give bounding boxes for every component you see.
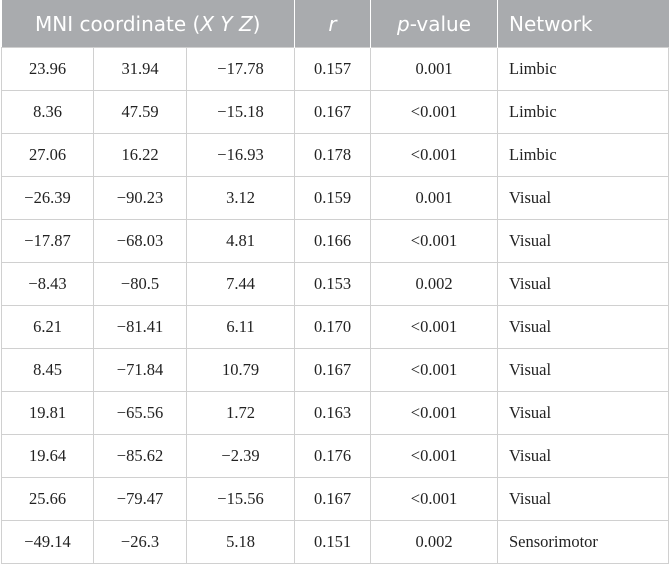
table-cell: −49.14 (1, 520, 94, 564)
header-text: r (328, 11, 337, 36)
table-cell: −81.41 (93, 305, 187, 349)
table-cell: 0.167 (294, 90, 371, 134)
table-cell: 5.18 (186, 520, 295, 564)
table-row: 25.66 −79.47 −15.56 0.167 <0.001 Visual (1, 477, 669, 521)
table-cell: 8.45 (1, 348, 94, 392)
table-cell: Visual (497, 391, 669, 435)
table-row: 27.06 16.22 −16.93 0.178 <0.001 Limbic (1, 133, 669, 177)
header-cell: p-value (370, 0, 498, 48)
table-cell: Visual (497, 434, 669, 478)
table-cell: −65.56 (93, 391, 187, 435)
table-cell: 0.002 (370, 520, 498, 564)
table-cell: 0.178 (294, 133, 371, 177)
table-cell: <0.001 (370, 90, 498, 134)
header-text: X Y Z (200, 11, 253, 36)
header-text: p (396, 11, 410, 36)
table-cell: −15.56 (186, 477, 295, 521)
table-cell: 0.176 (294, 434, 371, 478)
header-row: MNI coordinate (X Y Z) r p-value Network (1, 0, 669, 48)
table-cell: 0.157 (294, 47, 371, 91)
table-cell: −2.39 (186, 434, 295, 478)
table-cell: 0.002 (370, 262, 498, 306)
table-row: 6.21 −81.41 6.11 0.170 <0.001 Visual (1, 305, 669, 349)
table-cell: 8.36 (1, 90, 94, 134)
table-cell: 0.170 (294, 305, 371, 349)
table-cell: 0.159 (294, 176, 371, 220)
table-cell: −90.23 (93, 176, 187, 220)
table-cell: <0.001 (370, 133, 498, 177)
table-row: −26.39 −90.23 3.12 0.159 0.001 Visual (1, 176, 669, 220)
table-cell: −68.03 (93, 219, 187, 263)
header-text: MNI coordinate ( (35, 11, 201, 36)
header-cell: r (294, 0, 371, 48)
table-cell: 6.21 (1, 305, 94, 349)
table-cell: 0.001 (370, 47, 498, 91)
table-cell: 23.96 (1, 47, 94, 91)
table-cell: 7.44 (186, 262, 295, 306)
table-cell: Limbic (497, 90, 669, 134)
table-cell: <0.001 (370, 219, 498, 263)
table-cell: Sensorimotor (497, 520, 669, 564)
header-cell: Network (497, 0, 669, 48)
table-cell: −79.47 (93, 477, 187, 521)
table-row: 8.36 47.59 −15.18 0.167 <0.001 Limbic (1, 90, 669, 134)
table-row: 8.45 −71.84 10.79 0.167 <0.001 Visual (1, 348, 669, 392)
table-row: −49.14 −26.3 5.18 0.151 0.002 Sensorimotor (1, 520, 669, 564)
table-row: −17.87 −68.03 4.81 0.166 <0.001 Visual (1, 219, 669, 263)
table-cell: −17.87 (1, 219, 94, 263)
table-cell: −26.39 (1, 176, 94, 220)
table-cell: 27.06 (1, 133, 94, 177)
table-cell: Limbic (497, 133, 669, 177)
table-cell: Visual (497, 262, 669, 306)
table-cell: 25.66 (1, 477, 94, 521)
table-cell: Limbic (497, 47, 669, 91)
table-cell: −26.3 (93, 520, 187, 564)
table-cell: Visual (497, 176, 669, 220)
header-text: Network (509, 11, 593, 36)
table-cell: Visual (497, 477, 669, 521)
table-cell: 0.001 (370, 176, 498, 220)
table-cell: Visual (497, 348, 669, 392)
table-cell: 47.59 (93, 90, 187, 134)
table-cell: <0.001 (370, 477, 498, 521)
header-text: -value (409, 11, 471, 36)
table-cell: −8.43 (1, 262, 94, 306)
table-body: 23.96 31.94 −17.78 0.157 0.001 Limbic 8.36 47.5… (1, 47, 669, 564)
table-cell: 0.163 (294, 391, 371, 435)
table-cell: 3.12 (186, 176, 295, 220)
table-cell: 4.81 (186, 219, 295, 263)
table-cell: 0.167 (294, 477, 371, 521)
table-row: −8.43 −80.5 7.44 0.153 0.002 Visual (1, 262, 669, 306)
table-cell: −17.78 (186, 47, 295, 91)
table-cell: 19.64 (1, 434, 94, 478)
table-cell: 0.153 (294, 262, 371, 306)
table-cell: −85.62 (93, 434, 187, 478)
table-cell: 0.166 (294, 219, 371, 263)
table-cell: −80.5 (93, 262, 187, 306)
table-cell: −15.18 (186, 90, 295, 134)
table-cell: 31.94 (93, 47, 187, 91)
table-cell: 16.22 (93, 133, 187, 177)
table-row: 23.96 31.94 −17.78 0.157 0.001 Limbic (1, 47, 669, 91)
table-cell: 10.79 (186, 348, 295, 392)
table-cell: −16.93 (186, 133, 295, 177)
table-row: 19.81 −65.56 1.72 0.163 <0.001 Visual (1, 391, 669, 435)
table-cell: 1.72 (186, 391, 295, 435)
table-cell: Visual (497, 305, 669, 349)
table-cell: 6.11 (186, 305, 295, 349)
table-cell: Visual (497, 219, 669, 263)
table-cell: 19.81 (1, 391, 94, 435)
table-cell: 0.151 (294, 520, 371, 564)
table-row: 19.64 −85.62 −2.39 0.176 <0.001 Visual (1, 434, 669, 478)
header-cell: MNI coordinate (X Y Z) (1, 0, 295, 48)
table-cell: <0.001 (370, 434, 498, 478)
table-cell: <0.001 (370, 305, 498, 349)
table-cell: 0.167 (294, 348, 371, 392)
table-cell: <0.001 (370, 348, 498, 392)
table-cell: <0.001 (370, 391, 498, 435)
table-cell: −71.84 (93, 348, 187, 392)
header-text: ) (252, 11, 261, 36)
